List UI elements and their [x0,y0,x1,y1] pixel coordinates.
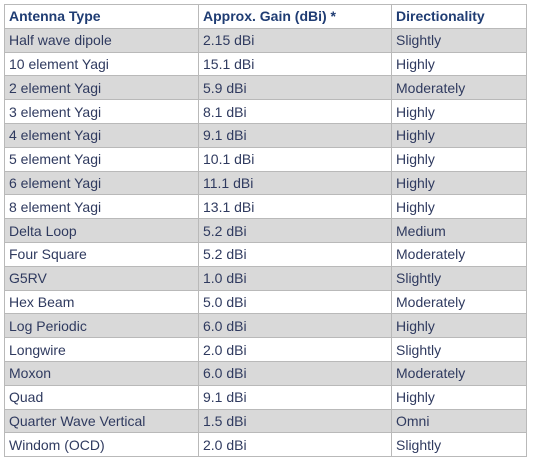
cell-antenna-type: Quad [4,384,199,410]
header-directionality: Directionality [391,4,527,29]
cell-antenna-type: 10 element Yagi [4,51,199,77]
cell-antenna-type: 2 element Yagi [4,75,199,101]
cell-gain: 1.0 dBi [198,265,392,291]
cell-directionality: Highly [391,313,527,339]
table-row: Delta Loop 5.2 dBi Medium [4,218,527,243]
cell-directionality: Slightly [391,337,527,362]
cell-gain: 5.9 dBi [198,75,392,101]
cell-antenna-type: Half wave dipole [4,27,199,53]
table-row: Moxon 6.0 dBi Moderately [4,360,527,386]
table-row: 6 element Yagi 11.1 dBi Highly [4,170,527,196]
cell-directionality: Highly [391,51,527,77]
table-row: 10 element Yagi 15.1 dBi Highly [4,51,527,77]
table-header-row: Antenna Type Approx. Gain (dBi) * Direct… [4,4,527,29]
antenna-gain-table: Antenna Type Approx. Gain (dBi) * Direct… [4,4,527,458]
table-row: 8 element Yagi 13.1 dBi Highly [4,194,527,220]
cell-directionality: Moderately [391,241,527,267]
cell-directionality: Highly [391,122,527,148]
table-row: Half wave dipole 2.15 dBi Slightly [4,27,527,53]
cell-gain: 8.1 dBi [198,99,392,124]
cell-gain: 2.0 dBi [198,432,392,458]
cell-directionality: Slightly [391,265,527,291]
cell-antenna-type: 8 element Yagi [4,194,199,220]
cell-directionality: Highly [391,194,527,220]
cell-antenna-type: 3 element Yagi [4,99,199,124]
table-row: Quarter Wave Vertical 1.5 dBi Omni [4,408,527,434]
cell-antenna-type: G5RV [4,265,199,291]
cell-directionality: Highly [391,170,527,196]
cell-gain: 5.2 dBi [198,241,392,267]
cell-gain: 9.1 dBi [198,384,392,410]
table-row: 4 element Yagi 9.1 dBi Highly [4,122,527,148]
cell-gain: 6.0 dBi [198,313,392,339]
cell-gain: 1.5 dBi [198,408,392,434]
antenna-gain-table-container: Antenna Type Approx. Gain (dBi) * Direct… [4,4,527,458]
table-row: Hex Beam 5.0 dBi Moderately [4,289,527,315]
table-row: Windom (OCD) 2.0 dBi Slightly [4,432,527,458]
cell-gain: 2.15 dBi [198,27,392,53]
table-row: 2 element Yagi 5.9 dBi Moderately [4,75,527,101]
cell-directionality: Highly [391,384,527,410]
table-row: Log Periodic 6.0 dBi Highly [4,313,527,339]
cell-gain: 10.1 dBi [198,146,392,172]
header-antenna-type: Antenna Type [4,4,199,29]
cell-gain: 5.2 dBi [198,218,392,243]
cell-antenna-type: Longwire [4,337,199,362]
cell-directionality: Omni [391,408,527,434]
table-row: G5RV 1.0 dBi Slightly [4,265,527,291]
cell-gain: 2.0 dBi [198,337,392,362]
table-row: Quad 9.1 dBi Highly [4,384,527,410]
table-row: 3 element Yagi 8.1 dBi Highly [4,99,527,124]
cell-directionality: Highly [391,99,527,124]
cell-antenna-type: Windom (OCD) [4,432,199,458]
cell-directionality: Medium [391,218,527,243]
cell-gain: 6.0 dBi [198,360,392,386]
cell-antenna-type: Moxon [4,360,199,386]
cell-directionality: Slightly [391,27,527,53]
cell-directionality: Moderately [391,289,527,315]
table-row: Longwire 2.0 dBi Slightly [4,337,527,362]
cell-antenna-type: 4 element Yagi [4,122,199,148]
cell-antenna-type: Delta Loop [4,218,199,243]
cell-antenna-type: Log Periodic [4,313,199,339]
cell-directionality: Slightly [391,432,527,458]
cell-antenna-type: Quarter Wave Vertical [4,408,199,434]
cell-directionality: Highly [391,146,527,172]
cell-gain: 9.1 dBi [198,122,392,148]
cell-antenna-type: Hex Beam [4,289,199,315]
cell-antenna-type: 5 element Yagi [4,146,199,172]
cell-antenna-type: 6 element Yagi [4,170,199,196]
cell-antenna-type: Four Square [4,241,199,267]
table-row: 5 element Yagi 10.1 dBi Highly [4,146,527,172]
cell-gain: 5.0 dBi [198,289,392,315]
header-approx-gain: Approx. Gain (dBi) * [198,4,392,29]
cell-gain: 11.1 dBi [198,170,392,196]
cell-gain: 15.1 dBi [198,51,392,77]
cell-directionality: Moderately [391,360,527,386]
table-row: Four Square 5.2 dBi Moderately [4,241,527,267]
cell-gain: 13.1 dBi [198,194,392,220]
cell-directionality: Moderately [391,75,527,101]
